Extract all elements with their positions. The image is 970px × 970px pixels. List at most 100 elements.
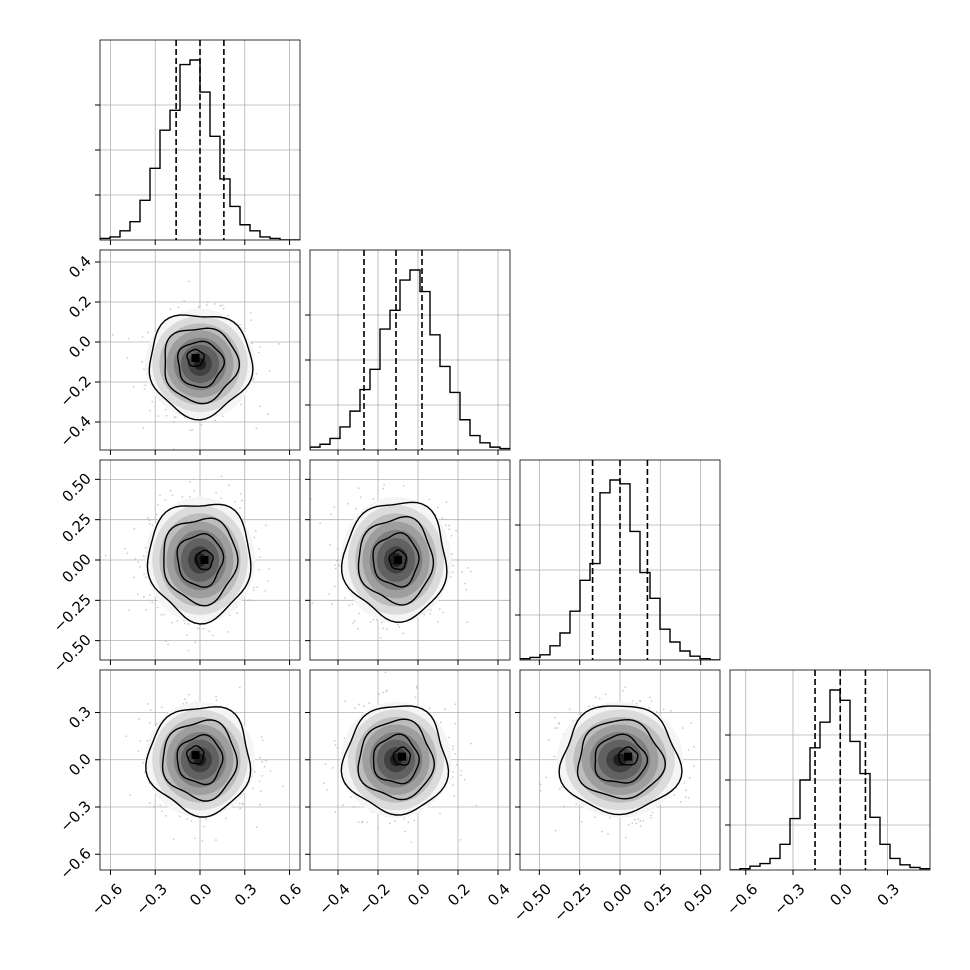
sample-point: [459, 774, 462, 777]
sample-point: [152, 805, 155, 808]
sample-point: [188, 495, 191, 498]
sample-point: [681, 727, 684, 729]
histogram-step: [310, 269, 510, 450]
sample-point: [239, 493, 242, 495]
x-tick-label: 0.3: [231, 880, 261, 910]
sample-point: [326, 788, 328, 791]
sample-point: [398, 625, 401, 628]
sample-point: [383, 483, 385, 486]
mode-marker: [394, 556, 402, 564]
sample-point: [323, 782, 325, 785]
mode-marker: [624, 752, 633, 761]
sample-point: [234, 500, 237, 503]
sample-point: [454, 752, 457, 755]
sample-point: [588, 705, 591, 708]
sample-point: [157, 503, 159, 506]
sample-point: [635, 822, 638, 825]
sample-point: [547, 739, 550, 741]
x-tick-label: 0.0: [826, 880, 856, 910]
sample-point: [336, 747, 339, 749]
sample-point: [149, 409, 152, 412]
sample-point: [148, 519, 151, 522]
sample-point: [438, 608, 441, 611]
x-tick-label: 0.00: [599, 880, 635, 916]
sample-point: [252, 378, 255, 381]
sample-point: [622, 689, 624, 692]
contour-line: [340, 705, 450, 816]
sample-point: [259, 803, 261, 806]
sample-point: [148, 594, 151, 596]
sample-point: [190, 819, 193, 822]
sample-point: [386, 689, 389, 692]
sample-point: [347, 502, 349, 505]
sample-point: [227, 484, 230, 487]
sample-point: [148, 802, 151, 805]
y-tick-label: −0.50: [50, 631, 95, 676]
sample-point: [253, 770, 256, 773]
pair-content: [323, 671, 478, 844]
sample-point: [123, 547, 126, 550]
sample-point: [143, 388, 146, 390]
sample-point: [452, 564, 454, 567]
sample-point: [176, 620, 179, 622]
sample-point: [137, 561, 139, 563]
pair-content: [125, 686, 284, 842]
sample-point: [181, 496, 184, 498]
y-tick-label: −0.4: [56, 412, 94, 450]
sample-point: [338, 564, 341, 567]
sample-point: [241, 802, 244, 805]
x-tick-label: 0.25: [640, 880, 676, 916]
sample-point: [384, 671, 387, 674]
sample-point: [558, 787, 561, 790]
sample-point: [261, 739, 264, 742]
sample-point: [359, 496, 362, 499]
contour-line: [617, 746, 639, 766]
sample-point: [194, 837, 196, 840]
sample-point: [258, 547, 261, 550]
sample-point: [160, 613, 163, 616]
sample-point: [464, 582, 466, 585]
sample-point: [251, 787, 254, 790]
sample-point: [428, 707, 431, 710]
sample-point: [145, 608, 148, 611]
sample-point: [164, 499, 167, 501]
y-tick-label: 0.0: [65, 332, 95, 362]
sample-point: [407, 821, 410, 824]
sample-point: [143, 573, 146, 576]
sample-point: [455, 529, 457, 532]
y-tick-label: 0.25: [58, 510, 94, 546]
sample-point: [162, 613, 165, 616]
contour-line: [145, 706, 252, 818]
sample-point: [151, 524, 154, 527]
sample-point: [249, 599, 251, 601]
sample-point: [600, 830, 603, 833]
sample-point: [330, 603, 333, 605]
sample-point: [249, 311, 252, 314]
sample-point: [132, 576, 135, 579]
sample-point: [329, 513, 332, 515]
sample-point: [268, 568, 270, 570]
sample-point: [428, 498, 431, 501]
sample-point: [439, 721, 442, 724]
x-tick-label: −0.3: [132, 880, 170, 918]
sample-point: [142, 761, 145, 764]
sample-point: [139, 739, 142, 742]
sample-point: [173, 416, 176, 419]
sample-point: [351, 603, 354, 606]
sample-point: [278, 343, 281, 345]
sample-point: [627, 823, 630, 826]
sample-point: [459, 838, 462, 841]
y-tick-label: −0.3: [56, 797, 94, 835]
pair-content: [539, 686, 695, 839]
x-tick-label: −0.6: [723, 880, 761, 918]
pair-content: [310, 483, 472, 639]
contour-line: [161, 719, 238, 802]
sample-point: [200, 424, 203, 426]
sample-point: [186, 818, 189, 820]
contour-line: [392, 746, 411, 766]
sample-point: [256, 586, 259, 589]
sample-point: [693, 745, 695, 748]
sample-point: [187, 623, 190, 625]
pair-panel-1-0: −0.4−0.2 0.0 0.2 0.4: [56, 249, 301, 455]
contour-line: [176, 733, 224, 786]
